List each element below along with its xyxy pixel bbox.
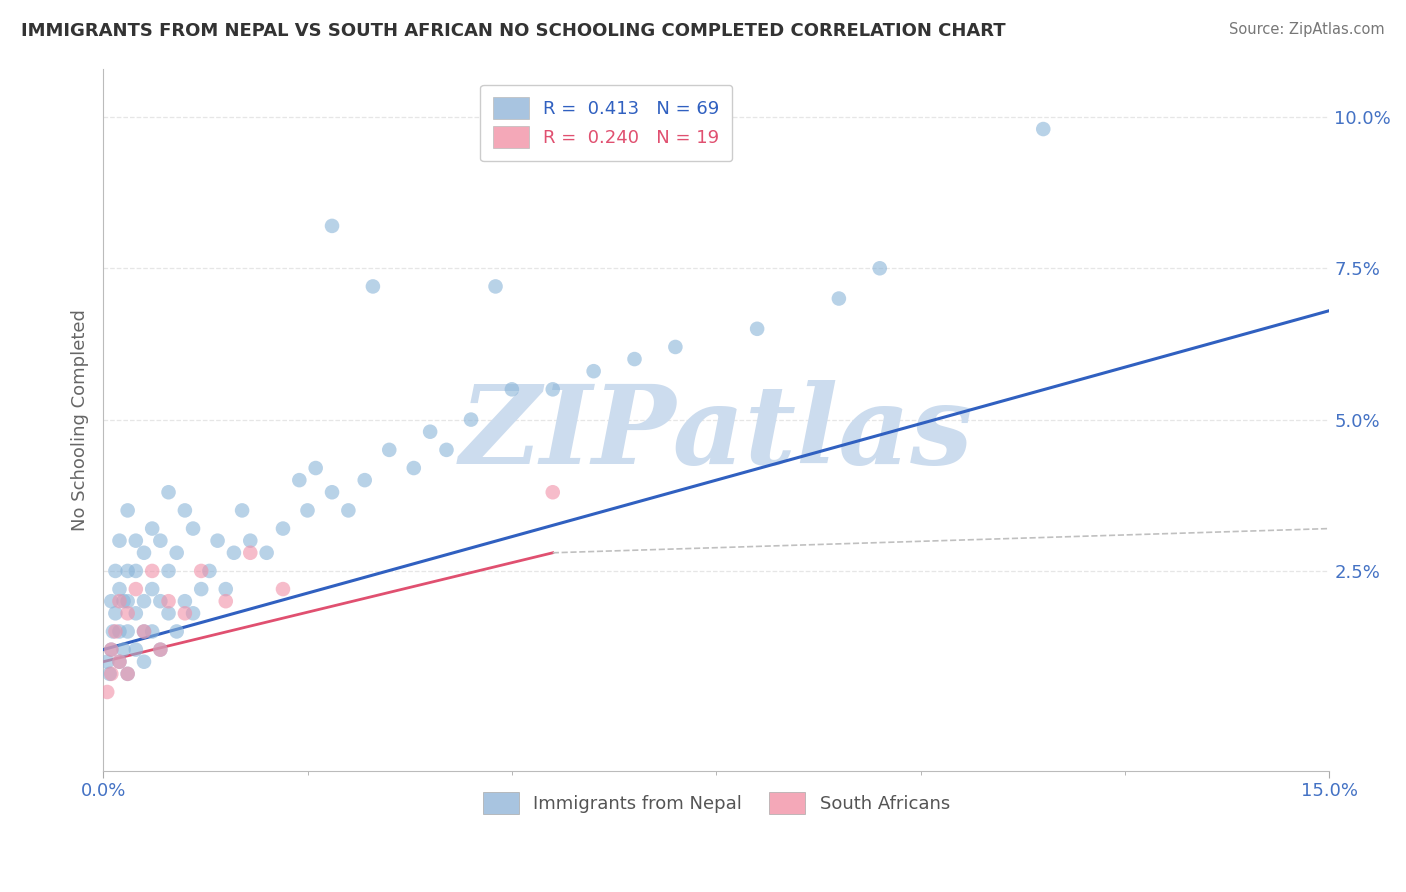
- Point: [747, 322, 769, 336]
- Point: [173, 594, 195, 608]
- Point: [305, 461, 328, 475]
- Point: [96, 685, 118, 699]
- Point: [353, 473, 375, 487]
- Point: [125, 533, 148, 548]
- Point: [141, 564, 163, 578]
- Point: [108, 655, 131, 669]
- Point: [271, 522, 294, 536]
- Point: [125, 607, 148, 621]
- Point: [869, 261, 891, 276]
- Point: [112, 594, 135, 608]
- Point: [198, 564, 221, 578]
- Point: [378, 442, 401, 457]
- Point: [108, 594, 131, 608]
- Point: [132, 655, 155, 669]
- Point: [541, 382, 564, 396]
- Point: [100, 594, 122, 608]
- Text: IMMIGRANTS FROM NEPAL VS SOUTH AFRICAN NO SCHOOLING COMPLETED CORRELATION CHART: IMMIGRANTS FROM NEPAL VS SOUTH AFRICAN N…: [21, 22, 1005, 40]
- Point: [271, 582, 294, 596]
- Point: [215, 594, 238, 608]
- Point: [190, 564, 212, 578]
- Point: [190, 582, 212, 596]
- Point: [181, 522, 204, 536]
- Point: [100, 666, 122, 681]
- Point: [157, 594, 180, 608]
- Point: [166, 546, 188, 560]
- Point: [149, 533, 172, 548]
- Point: [117, 607, 139, 621]
- Point: [166, 624, 188, 639]
- Point: [157, 564, 180, 578]
- Point: [112, 642, 135, 657]
- Point: [132, 594, 155, 608]
- Point: [239, 533, 262, 548]
- Point: [623, 352, 645, 367]
- Text: ZIPatlas: ZIPatlas: [460, 380, 973, 487]
- Point: [141, 582, 163, 596]
- Point: [104, 607, 127, 621]
- Point: [117, 564, 139, 578]
- Point: [207, 533, 229, 548]
- Point: [104, 564, 127, 578]
- Point: [239, 546, 262, 560]
- Point: [125, 642, 148, 657]
- Point: [215, 582, 238, 596]
- Point: [149, 642, 172, 657]
- Point: [419, 425, 441, 439]
- Point: [117, 666, 139, 681]
- Point: [117, 503, 139, 517]
- Point: [100, 642, 122, 657]
- Point: [173, 607, 195, 621]
- Point: [108, 655, 131, 669]
- Point: [582, 364, 605, 378]
- Point: [321, 219, 343, 233]
- Point: [141, 624, 163, 639]
- Point: [149, 642, 172, 657]
- Point: [108, 582, 131, 596]
- Point: [402, 461, 425, 475]
- Point: [96, 655, 118, 669]
- Point: [125, 564, 148, 578]
- Point: [117, 666, 139, 681]
- Point: [98, 666, 121, 681]
- Point: [157, 607, 180, 621]
- Point: [132, 624, 155, 639]
- Point: [125, 582, 148, 596]
- Point: [1032, 122, 1054, 136]
- Point: [337, 503, 360, 517]
- Point: [117, 594, 139, 608]
- Point: [149, 594, 172, 608]
- Point: [460, 412, 482, 426]
- Point: [361, 279, 384, 293]
- Point: [141, 522, 163, 536]
- Point: [288, 473, 311, 487]
- Point: [104, 624, 127, 639]
- Point: [173, 503, 195, 517]
- Point: [501, 382, 523, 396]
- Point: [828, 292, 851, 306]
- Text: Source: ZipAtlas.com: Source: ZipAtlas.com: [1229, 22, 1385, 37]
- Point: [664, 340, 686, 354]
- Point: [157, 485, 180, 500]
- Point: [132, 624, 155, 639]
- Point: [101, 624, 124, 639]
- Point: [108, 533, 131, 548]
- Point: [321, 485, 343, 500]
- Point: [100, 642, 122, 657]
- Point: [108, 624, 131, 639]
- Point: [436, 442, 458, 457]
- Point: [222, 546, 245, 560]
- Point: [117, 624, 139, 639]
- Point: [256, 546, 278, 560]
- Point: [231, 503, 253, 517]
- Point: [132, 546, 155, 560]
- Legend: Immigrants from Nepal, South Africans: Immigrants from Nepal, South Africans: [472, 781, 960, 825]
- Point: [181, 607, 204, 621]
- Point: [484, 279, 506, 293]
- Y-axis label: No Schooling Completed: No Schooling Completed: [72, 309, 89, 531]
- Point: [541, 485, 564, 500]
- Point: [297, 503, 319, 517]
